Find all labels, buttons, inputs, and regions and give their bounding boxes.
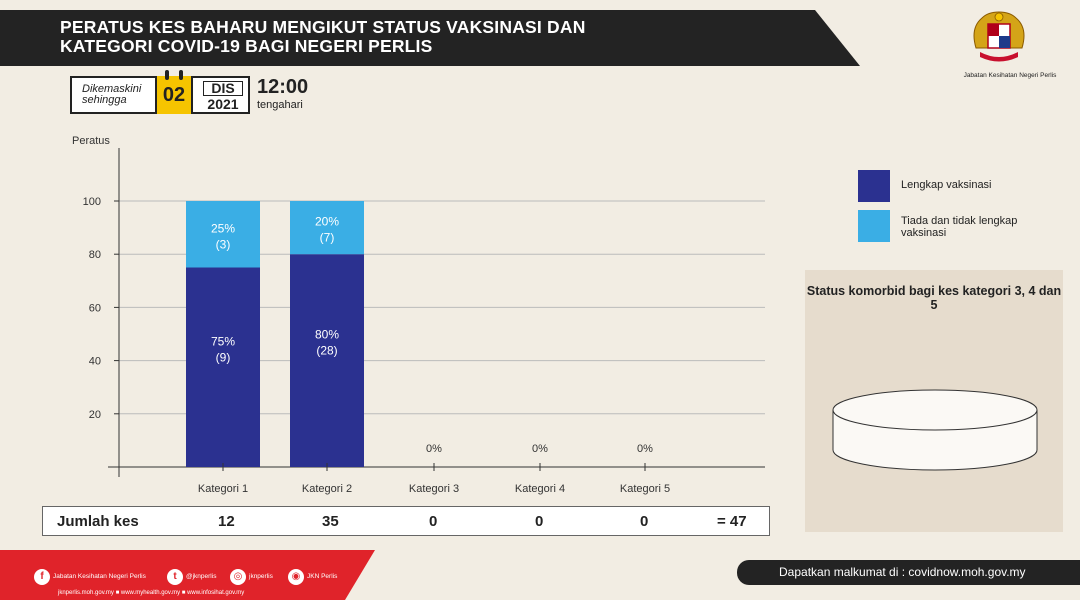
- y-tick-label: 20: [89, 409, 101, 421]
- instagram-link[interactable]: ◎ jknperlis: [230, 568, 273, 586]
- y-tick-label: 60: [89, 302, 101, 314]
- bar-tidak-lengkap-1: [186, 201, 260, 268]
- data-label-tidak-lengkap-1: 25%: [211, 221, 235, 235]
- total-kategori-3: 0: [429, 513, 438, 530]
- bar-lengkap-2: [290, 254, 364, 467]
- globe-icon: ◉: [288, 569, 304, 585]
- total-kategori-2: 35: [322, 513, 339, 530]
- facebook-icon: f: [34, 569, 50, 585]
- legend-label-incomplete: Tiada dan tidak lengkap vaksinasi: [901, 215, 1018, 239]
- total-kategori-4: 0: [535, 513, 544, 530]
- y-tick-label: 100: [83, 196, 101, 208]
- update-year: 2021: [207, 96, 239, 112]
- data-count-tidak-lengkap-1: (3): [216, 237, 231, 251]
- bar-lengkap-1: [186, 267, 260, 467]
- total-kategori-1: 12: [218, 513, 235, 530]
- state-crest-icon: [973, 11, 1025, 62]
- x-tick-label: Kategori 1: [198, 483, 248, 495]
- x-tick-label: Kategori 2: [302, 483, 352, 495]
- data-count-lengkap-2: (28): [316, 344, 337, 358]
- footer-urls[interactable]: jknperlis.moh.gov.my ■ www.myhealth.gov.…: [58, 590, 245, 596]
- totals-sum: = 47: [717, 513, 747, 530]
- update-month: DIS: [203, 81, 243, 96]
- y-axis-label: Peratus: [72, 135, 110, 147]
- instagram-icon: ◎: [230, 569, 246, 585]
- comorbid-panel: Status komorbid bagi kes kategori 3, 4 d…: [805, 270, 1063, 532]
- y-tick-label: 40: [89, 356, 101, 368]
- legend-swatch-complete: [858, 170, 890, 202]
- total-kategori-5: 0: [640, 513, 649, 530]
- calendar-ring-icon: [165, 70, 169, 80]
- update-time: 12:00: [257, 76, 309, 98]
- data-label-tidak-lengkap-2: 20%: [315, 215, 339, 229]
- calendar-day: 02: [155, 70, 193, 114]
- footer-social-strip: [0, 550, 375, 600]
- zero-label-5: 0%: [637, 443, 653, 455]
- update-period: tengahari: [257, 99, 303, 111]
- facebook-link[interactable]: f Jabatan Kesihatan Negeri Perlis: [34, 568, 146, 586]
- zero-label-3: 0%: [426, 443, 442, 455]
- update-label: Dikemaskini sehingga: [82, 83, 142, 106]
- crest-caption: Jabatan Kesihatan Negeri Perlis: [963, 72, 1057, 79]
- info-banner: Dapatkan malkumat di : covidnow.moh.gov.…: [737, 560, 1080, 585]
- x-tick-label: Kategori 5: [620, 483, 670, 495]
- twitter-icon: t: [167, 569, 183, 585]
- page-title: PERATUS KES BAHARU MENGIKUT STATUS VAKSI…: [60, 17, 586, 56]
- data-count-tidak-lengkap-2: (7): [320, 231, 335, 245]
- comorbid-empty-pie-icon: [832, 389, 1038, 471]
- x-tick-label: Kategori 3: [409, 483, 459, 495]
- data-count-lengkap-1: (9): [216, 350, 231, 364]
- vaccination-stacked-bar-chart: 20 40 60 80 100 Peratus 75% (9) 25% (3) Kategori 1…: [72, 135, 765, 495]
- bar-tidak-lengkap-2: [290, 201, 364, 255]
- comorbid-title: Status komorbid bagi kes kategori 3, 4 d…: [806, 284, 1062, 312]
- web-link[interactable]: ◉ JKN Perlis: [288, 568, 337, 586]
- x-tick-label: Kategori 4: [515, 483, 565, 495]
- totals-bar: Jumlah kes 12 35 0 0 0 = 47: [42, 506, 770, 536]
- calendar-ring-icon: [179, 70, 183, 80]
- title-banner: [0, 10, 860, 66]
- calendar-month: DIS 2021: [197, 78, 249, 112]
- data-label-lengkap-2: 80%: [315, 328, 339, 342]
- info-text[interactable]: Dapatkan malkumat di : covidnow.moh.gov.…: [779, 565, 1026, 579]
- y-tick-label: 80: [89, 249, 101, 261]
- twitter-link[interactable]: t @jknperlis: [167, 568, 216, 586]
- legend-label-complete: Lengkap vaksinasi: [901, 179, 992, 191]
- zero-label-4: 0%: [532, 443, 548, 455]
- totals-label: Jumlah kes: [57, 513, 139, 530]
- data-label-lengkap-1: 75%: [211, 334, 235, 348]
- update-day: 02: [162, 84, 186, 106]
- update-box: Dikemaskini sehingga 02 DIS 2021: [70, 70, 250, 114]
- legend-swatch-incomplete: [858, 210, 890, 242]
